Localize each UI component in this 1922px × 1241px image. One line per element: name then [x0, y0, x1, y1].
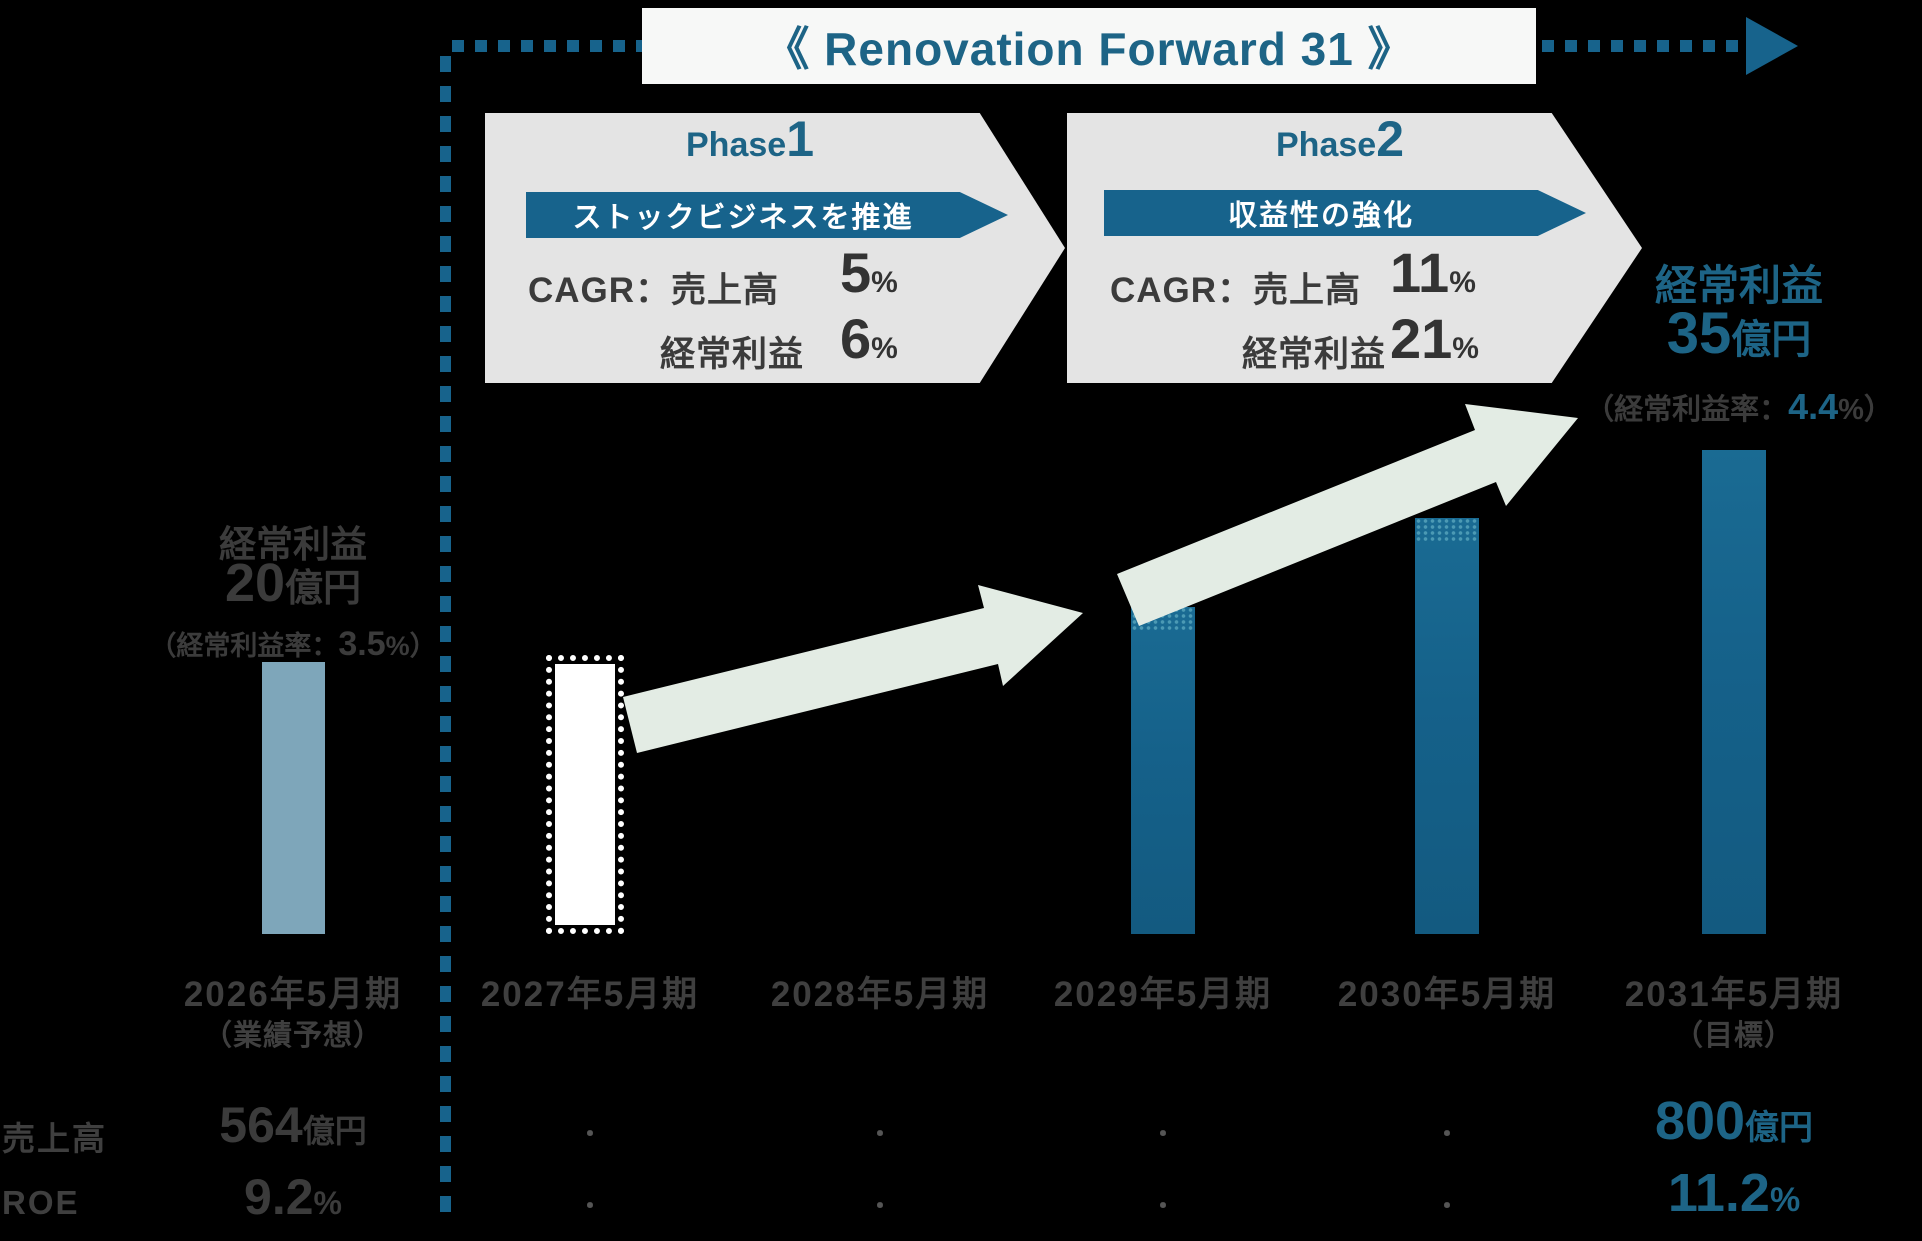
table-row1-dot-2028: ・ — [868, 1121, 892, 1148]
phase1-cagr-sales-value: 5% — [840, 241, 898, 304]
xlabel-2030: 2030年5月期 — [1337, 975, 1557, 1014]
phase2-banner: 収益性の強化 — [1104, 190, 1586, 236]
table-row2-dot-2027: ・ — [578, 1193, 602, 1220]
timeline-dotted-line-left — [452, 40, 642, 52]
table-row2-2026-value: 9.2% — [244, 1169, 342, 1225]
xlabel-2026: 2026年5月期 — [183, 975, 403, 1014]
bar-2029 — [1131, 607, 1195, 934]
page-title: 《 Renovation Forward 31 》 — [763, 23, 1415, 75]
annotation-2026-title: 経常利益 — [219, 524, 367, 565]
table-row1-dot-2029: ・ — [1151, 1121, 1175, 1148]
xlabel-2031: 2031年5月期 — [1624, 975, 1844, 1014]
table-row1-2031-value: 800億円 — [1654, 1091, 1814, 1151]
xlabel-2029: 2029年5月期 — [1053, 975, 1273, 1014]
table-row2-dot-2029: ・ — [1151, 1193, 1175, 1220]
bar-2030 — [1415, 518, 1479, 934]
annotation-2031-ratio: （経常利益率：4.4%） — [1585, 386, 1893, 427]
xlabel-2028: 2028年5月期 — [770, 975, 990, 1014]
timeline-dotted-line-right — [1542, 40, 1742, 52]
phase1-cagr-profit-label: 経常利益 — [660, 335, 805, 374]
phase-divider-dashed-line — [440, 56, 451, 1218]
title-banner: 《 Renovation Forward 31 》 — [642, 8, 1536, 84]
phase2-cagr-profit-label: 経常利益 — [1242, 335, 1387, 374]
phase1-cagr-profit-value: 6% — [840, 307, 898, 370]
timeline-arrowhead-icon — [1746, 17, 1798, 75]
phase2-cagr-profit-value: 21% — [1390, 307, 1479, 370]
phase2-cagr-sales-value: 11% — [1390, 241, 1476, 304]
table-row2-dot-2030: ・ — [1435, 1193, 1459, 1220]
phase1-cagr-sales-label: CAGR：売上高 — [528, 271, 780, 310]
phase2-label: Phase2 — [1276, 111, 1404, 167]
bar-2031 — [1702, 450, 1766, 934]
phase2-cagr-sales-label: CAGR：売上高 — [1110, 271, 1362, 310]
phase1-banner-text: ストックビジネスを推進 — [572, 202, 914, 234]
annotation-2031-value: 35億円 — [1666, 301, 1812, 366]
table-row1-dot-2030: ・ — [1435, 1121, 1459, 1148]
phase2-chevron — [1067, 113, 1642, 383]
xlabel-2031-sub: （目標） — [1673, 1020, 1794, 1052]
phase1-chevron — [485, 113, 1065, 383]
annotation-2026-value: 20億円 — [224, 553, 362, 613]
annotation-2026-ratio: （経常利益率：3.5%） — [149, 625, 437, 663]
bar-2030-top-texture — [1415, 518, 1479, 542]
xlabel-2027: 2027年5月期 — [480, 975, 700, 1014]
table-row1-dot-2027: ・ — [578, 1121, 602, 1148]
table-row2-label: ROE — [2, 1184, 80, 1221]
growth-arrow-2 — [1117, 404, 1578, 626]
phase1-label: Phase1 — [686, 111, 814, 167]
annotation-2031-title: 経常利益 — [1654, 262, 1823, 309]
growth-arrow-1 — [623, 585, 1083, 753]
table-row1-label: 売上高 — [2, 1120, 107, 1157]
phase2-banner-text: 収益性の強化 — [1227, 200, 1414, 232]
table-row2-2031-value: 11.2% — [1667, 1163, 1801, 1223]
table-row1-2026-value: 564億円 — [219, 1097, 367, 1153]
xlabel-2026-sub: （業績予想） — [202, 1020, 383, 1052]
bar-2027-dotted — [546, 655, 624, 934]
table-row2-dot-2028: ・ — [868, 1193, 892, 1220]
bar-2026 — [262, 662, 325, 934]
phase1-banner: ストックビジネスを推進 — [526, 192, 1008, 238]
